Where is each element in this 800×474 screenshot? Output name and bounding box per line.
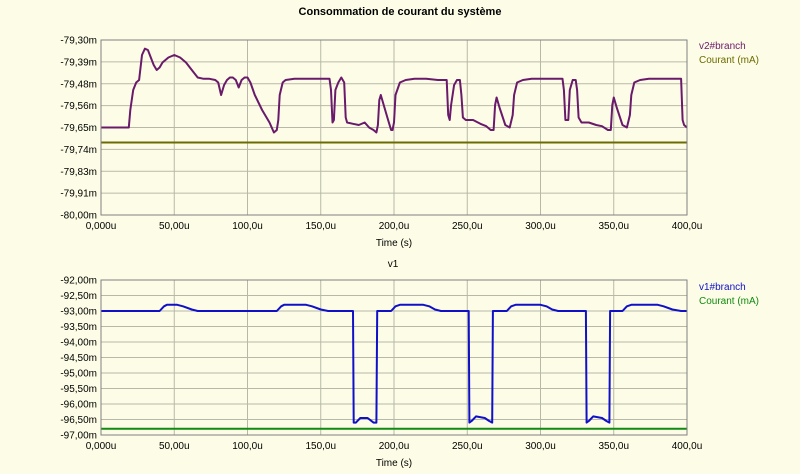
chart2-series-0-line (101, 303, 687, 424)
chart1-y-tick-label: -79,65m (60, 123, 97, 134)
chart2-x-tick-label: 150,0u (305, 441, 336, 452)
chart2-y-tick-label: -93,00m (60, 307, 97, 318)
chart1-x-tick-label: 300,0u (525, 221, 556, 232)
chart2-x-tick-label: 350,0u (598, 441, 629, 452)
chart2-y-tick-label: -92,50m (60, 291, 97, 302)
chart2-legend-item: Courant (mA) (699, 296, 759, 307)
chart1-x-tick-label: 150,0u (305, 221, 336, 232)
chart1-x-tick-label: 250,0u (452, 221, 483, 232)
chart1-legend-item: v2#branch (699, 41, 746, 52)
chart1-series-0-line (101, 47, 688, 134)
chart2-legend-item: v1#branch (699, 282, 746, 293)
chart1-x-tick-label: 400,0u (672, 221, 703, 232)
chart1-y-tick-label: -79,48m (60, 79, 97, 90)
chart1-x-tick-label: 200,0u (379, 221, 410, 232)
chart2-title: v1 (388, 259, 399, 270)
chart1-y-tick-label: -79,74m (60, 145, 97, 156)
chart1-x-tick-label: 50,00u (159, 221, 190, 232)
chart2-x-tick-label: 300,0u (525, 441, 556, 452)
chart1-x-tick-label: 0,000u (86, 221, 117, 232)
chart2-x-tick-label: 50,00u (159, 441, 190, 452)
chart1-y-tick-label: -79,56m (60, 101, 97, 112)
chart2-y-tick-label: -96,50m (60, 415, 97, 426)
chart2-y-tick-label: -95,50m (60, 384, 97, 395)
chart2-y-tick-label: -93,50m (60, 322, 97, 333)
chart2-x-tick-label: 400,0u (672, 441, 703, 452)
chart1-frame (100, 39, 688, 216)
chart2-frame (100, 279, 688, 436)
chart2-x-axis-label: Time (s) (376, 458, 412, 469)
chart1-legend-item: Courant (mA) (699, 55, 759, 66)
chart2-x-tick-label: 250,0u (452, 441, 483, 452)
chart1-x-tick-label: 350,0u (598, 221, 629, 232)
chart1-y-tick-label: -79,39m (60, 57, 97, 68)
chart1-y-tick-label: -79,91m (60, 189, 97, 200)
chart2-y-tick-label: -94,00m (60, 338, 97, 349)
chart2-x-tick-label: 100,0u (232, 441, 263, 452)
chart2-y-tick-label: -94,50m (60, 353, 97, 364)
chart2-y-tick-label: -92,00m (60, 276, 97, 287)
chart2-y-tick-label: -97,00m (60, 431, 97, 442)
chart1-x-tick-label: 100,0u (232, 221, 263, 232)
chart2-x-tick-label: 0,000u (86, 441, 117, 452)
chart2-y-tick-label: -95,00m (60, 369, 97, 380)
chart1-y-tick-label: -79,83m (60, 167, 97, 178)
chart1-grid (101, 40, 687, 215)
chart2-x-tick-label: 200,0u (379, 441, 410, 452)
chart1-y-tick-label: -79,30m (60, 36, 97, 47)
chart2-y-tick-label: -96,00m (60, 400, 97, 411)
chart1-x-axis-label: Time (s) (376, 238, 412, 249)
chart1-y-tick-label: -80,00m (60, 211, 97, 222)
page-title: Consommation de courant du système (298, 6, 502, 18)
